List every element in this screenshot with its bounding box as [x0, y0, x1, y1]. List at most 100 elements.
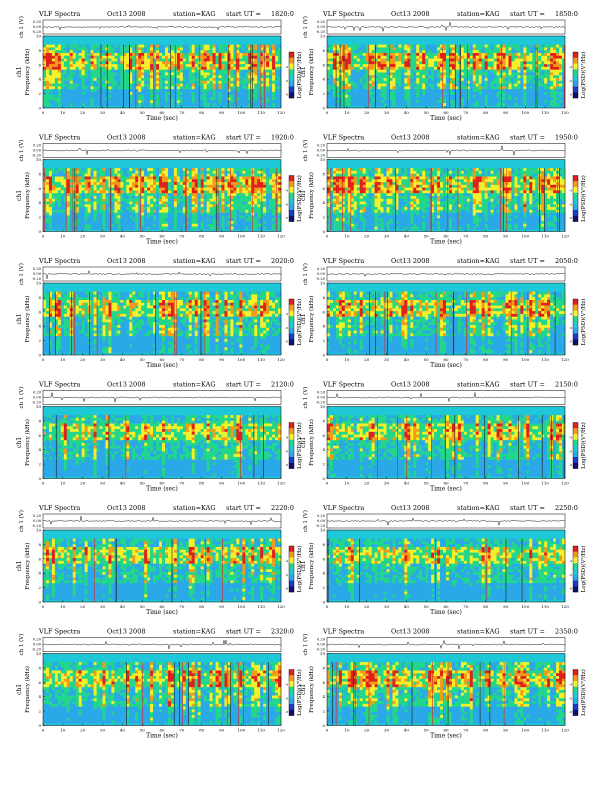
- spectrogram-cell: [111, 81, 114, 84]
- spectrogram-cell: [123, 84, 126, 87]
- spectrogram-cell: [85, 81, 88, 84]
- spectrogram-cell: [339, 78, 342, 81]
- spectrogram-cell: [339, 81, 342, 84]
- spectrogram-cell: [67, 81, 70, 84]
- spectrogram-cell: [204, 81, 207, 84]
- spectrogram-cell: [85, 103, 88, 106]
- x-tick-label: 80: [199, 110, 205, 115]
- spectrogram-cell: [52, 81, 55, 84]
- spectrogram-cell: [236, 81, 239, 84]
- spectrogram-cell: [82, 72, 85, 75]
- spectrogram-cell: [132, 84, 135, 87]
- spectrogram-cell: [117, 97, 120, 100]
- spectrogram-cell: [73, 56, 76, 59]
- spectrogram-cell: [49, 97, 52, 100]
- spectrogram-cell: [269, 67, 272, 70]
- spectrogram-cell: [216, 103, 219, 106]
- spectrogram-cell: [111, 70, 114, 73]
- spectrogram-cell: [91, 75, 94, 78]
- spectrogram-cell: [108, 86, 111, 89]
- spectrogram-cell: [207, 97, 210, 100]
- spectrogram-cell: [257, 97, 260, 100]
- spectrogram-cell: [219, 72, 222, 75]
- spectrogram-cell: [138, 92, 141, 95]
- spectrogram-cell: [336, 61, 339, 64]
- spectrogram-cell: [177, 64, 180, 67]
- spectrogram-cell: [162, 50, 165, 53]
- spectrogram-cells: [327, 45, 565, 107]
- spectrogram-cell: [251, 81, 254, 84]
- spectrogram-cell: [222, 92, 225, 95]
- spectrogram-cell: [141, 75, 144, 78]
- spectrogram-cell: [46, 50, 49, 53]
- spectrogram-cell: [266, 67, 269, 70]
- spectrogram-cell: [219, 103, 222, 106]
- spectrogram-cell: [342, 86, 345, 89]
- spectrogram-cell: [186, 81, 189, 84]
- spectrogram-cell: [150, 78, 153, 81]
- spectrogram-cell: [123, 97, 126, 100]
- spectrogram-cell: [49, 67, 52, 70]
- spectrogram-cell: [342, 70, 345, 73]
- spectrogram-cell: [210, 64, 213, 67]
- spectrogram-cell: [91, 100, 94, 103]
- spectrogram-cell: [192, 67, 195, 70]
- spectrogram-cell: [141, 103, 144, 106]
- spectrogram-cell: [58, 70, 61, 73]
- spectrogram-cell: [224, 70, 227, 73]
- spectrogram-cell: [230, 64, 233, 67]
- spectrogram-cell: [97, 56, 100, 59]
- spectrogram-cell: [97, 78, 100, 81]
- spectrogram-cell: [132, 86, 135, 89]
- spectrogram-cell: [46, 72, 49, 75]
- spectrogram-cell: [88, 75, 91, 78]
- spectrogram-cell: [245, 100, 248, 103]
- spectrogram-cell: [168, 78, 171, 81]
- spectrogram-cell: [236, 92, 239, 95]
- spectrogram-cell: [123, 45, 126, 48]
- spectrogram-cell: [216, 70, 219, 73]
- spectrogram-cell: [219, 86, 222, 89]
- spectrogram-cell: [111, 78, 114, 81]
- spectrogram-cell: [61, 97, 64, 100]
- spectrogram-cell: [61, 75, 64, 78]
- spectrogram-cell: [138, 53, 141, 56]
- x-tick-label: 40: [120, 110, 126, 115]
- spectrogram-cell: [138, 78, 141, 81]
- spectrogram-cell: [126, 81, 129, 84]
- spectrogram-cell: [49, 100, 52, 103]
- y-axis-label: Frequency (kHz): [24, 49, 31, 96]
- spectrogram-cell: [43, 84, 46, 87]
- spectrogram-cell: [79, 75, 82, 78]
- spectrogram-cell: [64, 45, 67, 48]
- spectrogram-cell: [195, 47, 198, 50]
- spectrogram-cell: [61, 78, 64, 81]
- spectrogram-cell: [207, 100, 210, 103]
- spectrogram-cell: [43, 75, 46, 78]
- spectrogram-cell: [97, 103, 100, 106]
- spectrogram-cell: [251, 45, 254, 48]
- x-tick-label: 30: [100, 110, 106, 115]
- spectrogram-cell: [342, 72, 345, 75]
- y-tick-label: 4: [38, 77, 41, 82]
- spectrogram-cell: [180, 97, 183, 100]
- spectrogram-cell: [272, 81, 275, 84]
- spectrogram-cell: [275, 97, 278, 100]
- spectrogram-cell: [123, 47, 126, 50]
- spectrogram-cell: [85, 92, 88, 95]
- spectrogram-cell: [254, 75, 257, 78]
- spectrogram-cell: [224, 97, 227, 100]
- spectrogram-cell: [70, 56, 73, 59]
- spectrogram-cell: [61, 95, 64, 98]
- spectrogram-cell: [46, 86, 49, 89]
- spectrogram-cell: [189, 78, 192, 81]
- spectrogram-cell: [123, 103, 126, 106]
- spectrogram-cell: [67, 97, 70, 100]
- spectrogram-cell: [64, 89, 67, 92]
- spectrogram-cell: [269, 89, 272, 92]
- spectrogram-cell: [150, 59, 153, 62]
- spectrogram-cell: [49, 50, 52, 53]
- spectrogram-cell: [58, 78, 61, 81]
- spectrogram-cell: [222, 84, 225, 87]
- spectrogram-cell: [58, 59, 61, 62]
